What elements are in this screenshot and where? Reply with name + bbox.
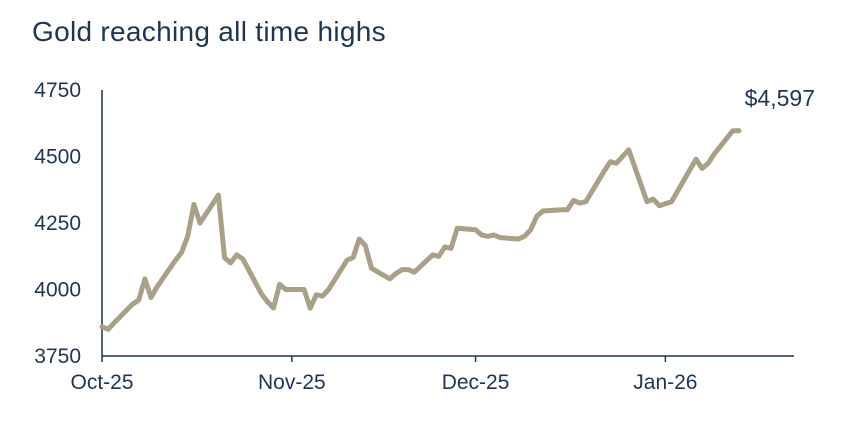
y-tick-label: 3750: [34, 345, 81, 368]
chart-title: Gold reaching all time highs: [32, 16, 386, 47]
chart-axes: [101, 90, 794, 362]
annotations: $4,597: [745, 85, 815, 111]
y-tick-label: 4000: [34, 279, 81, 302]
last-value-label: $4,597: [745, 85, 815, 111]
y-tick-label: 4500: [34, 146, 81, 169]
x-tick-label: Nov-25: [258, 371, 326, 394]
x-tick-label: Oct-25: [70, 371, 133, 394]
series-line: [99, 128, 742, 332]
y-tick-label: 4250: [34, 212, 81, 235]
x-tick-label: Dec-25: [442, 371, 510, 394]
y-tick-label: 4750: [34, 79, 81, 102]
x-tick-label: Jan-26: [633, 371, 697, 394]
tick-labels: 4750 4500 4250 4000 3750 Oct-25 Nov-25 Dec-25 Ja…: [34, 79, 697, 394]
series-layer: [99, 128, 742, 332]
